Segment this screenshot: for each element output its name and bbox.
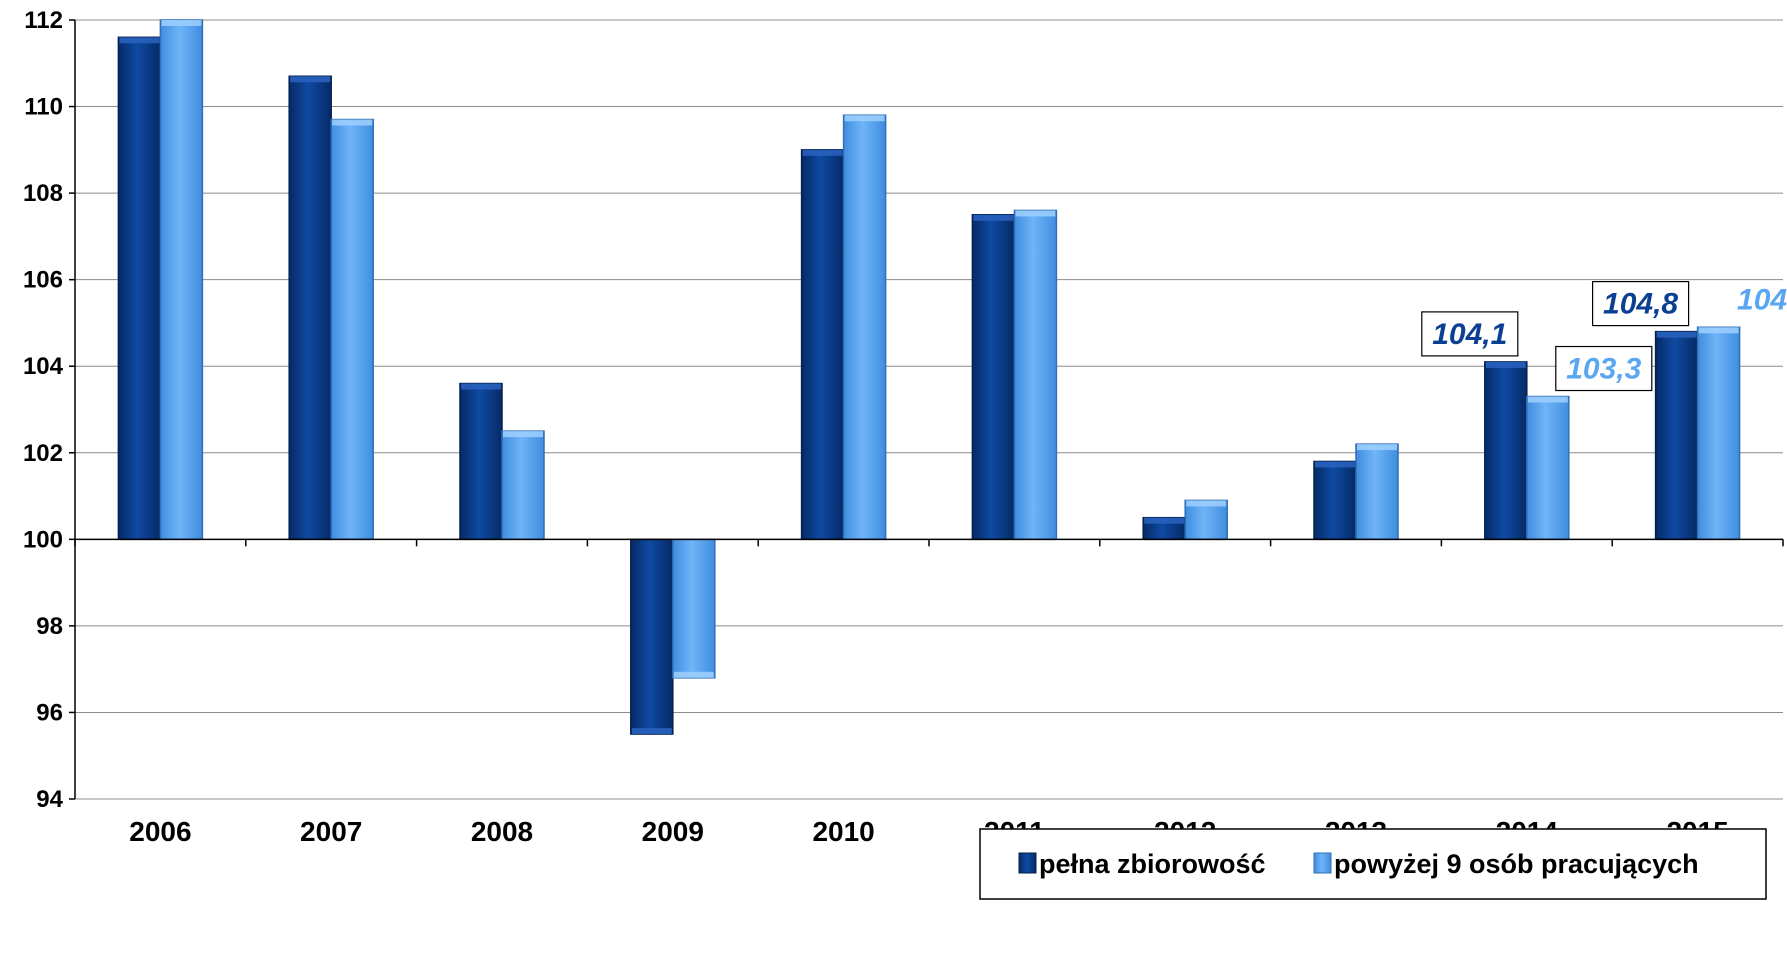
x-tick-label: 2008 <box>471 816 533 847</box>
legend-item-1: pełna zbiorowość <box>1018 849 1266 879</box>
legend-swatch <box>1313 852 1332 874</box>
y-tick-label: 98 <box>36 613 63 640</box>
y-tick-label: 94 <box>36 786 63 813</box>
bar-2009-series-1 <box>630 538 674 735</box>
y-tick-label: 108 <box>23 180 63 207</box>
legend-swatch <box>1018 852 1037 874</box>
y-tick-label: 102 <box>23 440 63 467</box>
y-axis: 94 96 98 100 102 104 106 108 110 112 <box>23 7 76 813</box>
bar-2015-series-2 <box>1696 326 1741 541</box>
svg-text:103,3: 103,3 <box>1566 353 1641 386</box>
x-tick-label: 2010 <box>812 816 874 847</box>
bar-2009-series-2 <box>672 538 716 679</box>
bar-2006-series-2 <box>159 19 204 541</box>
legend-box <box>979 828 1767 900</box>
svg-text:104,9: 104,9 <box>1737 283 1787 316</box>
bar-2008-series-2 <box>501 430 545 541</box>
bars <box>74 19 1784 735</box>
y-tick-label: 96 <box>36 699 63 726</box>
data-label-2014-series-2: 103,3 <box>1555 345 1653 392</box>
bar-2010-series-2 <box>842 114 887 541</box>
bar-2007-series-2 <box>330 118 374 541</box>
y-tick-label: 106 <box>23 267 63 294</box>
bar-2012-series-2 <box>1184 499 1228 541</box>
x-tick-label: 2007 <box>300 816 362 847</box>
data-label-2014-series-1: 104,1 <box>1421 311 1519 357</box>
bar-2010-series-1 <box>800 149 845 541</box>
data-label-2015-series-1: 104,8 <box>1591 281 1690 327</box>
bar-2013-series-1 <box>1313 460 1357 541</box>
bar-2006-series-1 <box>117 36 162 541</box>
bar-2013-series-2 <box>1355 443 1399 541</box>
bar-2014-series-1 <box>1484 361 1528 541</box>
x-tick-label: 2009 <box>642 816 704 847</box>
legend-item-2: powyżej 9 osób pracujących <box>1313 849 1699 879</box>
bar-2008-series-1 <box>459 382 503 541</box>
data-labels: 104,1 103,3 104,8 104,9 <box>1421 281 1787 392</box>
y-tick-label: 100 <box>23 526 63 553</box>
y-tick-label: 104 <box>23 353 64 380</box>
svg-text:104,1: 104,1 <box>1432 318 1507 351</box>
bar-2014-series-2 <box>1526 395 1570 541</box>
svg-text:104,8: 104,8 <box>1603 288 1678 321</box>
y-tick-label: 110 <box>24 94 63 121</box>
legend: pełna zbiorowość powyżej 9 osób pracujący… <box>979 828 1767 900</box>
legend-label: powyżej 9 osób pracujących <box>1334 849 1699 879</box>
x-tick-label: 2006 <box>129 816 191 847</box>
bar-2015-series-1 <box>1654 330 1699 541</box>
bar-2011-series-2 <box>1013 209 1058 541</box>
bar-2012-series-1 <box>1142 516 1186 541</box>
bar-2007-series-1 <box>288 75 332 541</box>
bar-2011-series-1 <box>971 214 1016 541</box>
y-tick-label: 112 <box>24 7 63 34</box>
data-label-2015-series-2: 104,9 <box>1737 283 1787 316</box>
legend-label: pełna zbiorowość <box>1039 849 1266 879</box>
